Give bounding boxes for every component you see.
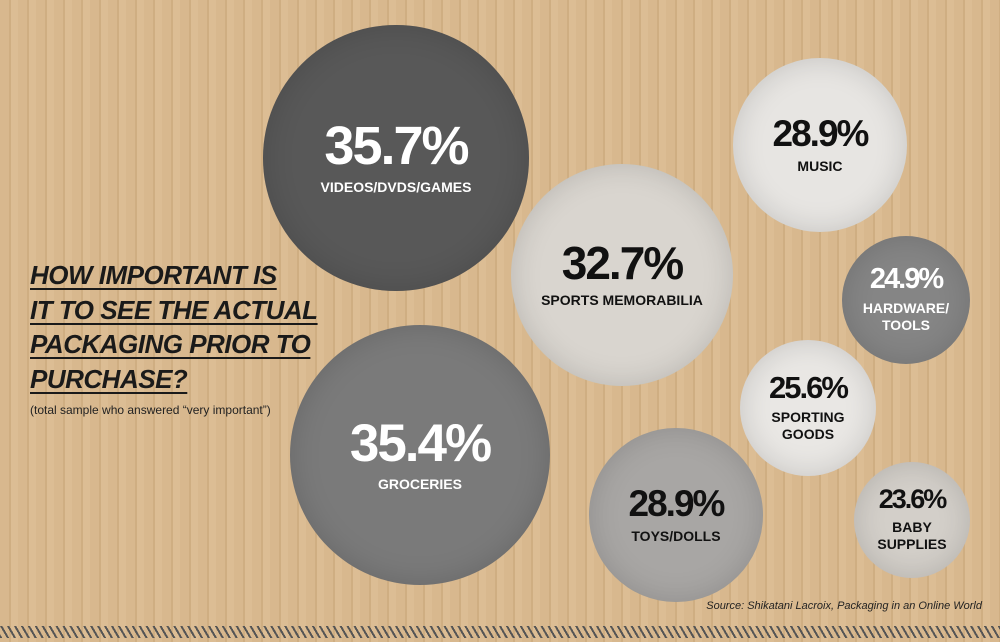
- value-label: 35.7%: [324, 116, 469, 177]
- category-label: VIDEOS/DVDS/GAMES: [320, 179, 472, 196]
- bubble: 32.7% SPORTS MEMORABILIA: [510, 163, 734, 387]
- bubble: 28.9% MUSIC: [733, 58, 907, 232]
- title: HOW IMPORTANT IS IT TO SEE THE ACTUAL PA…: [30, 260, 318, 394]
- decorative-strip: [0, 626, 1000, 638]
- category-label: HARDWARE/ TOOLS: [862, 299, 950, 334]
- category-label: SPORTING GOODS: [771, 408, 845, 443]
- bubble: 25.6% SPORTING GOODS: [739, 339, 877, 477]
- category-label: SPORTS MEMORABILIA: [541, 292, 703, 309]
- source: Source: Shikatani Lacroix, Packaging in …: [706, 600, 982, 612]
- subtitle: (total sample who answered “very importa…: [30, 403, 271, 417]
- bubble: 24.9% HARDWARE/ TOOLS: [841, 235, 971, 365]
- value-label: 25.6%: [769, 369, 849, 405]
- category-label: BABY SUPPLIES: [877, 518, 947, 553]
- bubble: 35.7% VIDEOS/DVDS/GAMES: [263, 25, 529, 291]
- category-label: TOYS/DOLLS: [631, 527, 721, 544]
- category-label: MUSIC: [797, 157, 843, 174]
- category-label: GROCERIES: [377, 475, 462, 492]
- bubble: 23.6% BABY SUPPLIES: [854, 462, 970, 578]
- bubble: 28.9% TOYS/DOLLS: [589, 428, 763, 602]
- bubble: 35.4% GROCERIES: [289, 324, 551, 586]
- value-label: 24.9%: [869, 262, 944, 295]
- value-label: 28.9%: [628, 482, 726, 524]
- value-label: 28.9%: [772, 112, 870, 154]
- value-label: 35.4%: [349, 413, 492, 473]
- value-label: 23.6%: [878, 483, 948, 514]
- value-label: 32.7%: [561, 237, 684, 290]
